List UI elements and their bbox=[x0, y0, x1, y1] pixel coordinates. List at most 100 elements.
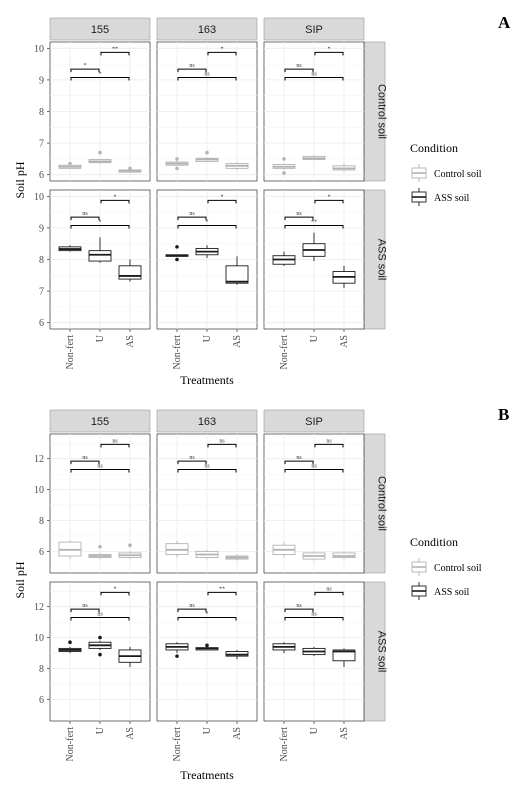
significance-bracket bbox=[100, 199, 130, 204]
facet-strip-top bbox=[49, 17, 151, 41]
y-tick-label: 8 bbox=[39, 255, 44, 266]
y-tick-label: 12 bbox=[34, 602, 44, 613]
facet-strip-top bbox=[263, 17, 365, 41]
facet-panel: ns * ns bbox=[156, 41, 258, 182]
panel-letter: A bbox=[498, 13, 511, 32]
significance-label: ns bbox=[97, 463, 103, 469]
significance-label: * bbox=[99, 71, 102, 77]
significance-bracket bbox=[284, 460, 314, 465]
significance-label: * bbox=[114, 586, 117, 592]
facet-strip-top bbox=[263, 409, 365, 433]
significance-bracket bbox=[284, 68, 314, 73]
significance-label: * bbox=[221, 194, 224, 200]
facet-panel: ns*** bbox=[156, 581, 258, 722]
box bbox=[118, 265, 142, 280]
box-outlier bbox=[68, 640, 72, 645]
facet-strip-label: ASS soil bbox=[376, 631, 388, 673]
y-tick-label: 10 bbox=[34, 633, 44, 644]
facet-strip-top bbox=[156, 409, 258, 433]
significance-label: * bbox=[206, 219, 209, 225]
facet-strip-label: ASS soil bbox=[376, 239, 388, 281]
facet-strip-label: 163 bbox=[198, 24, 216, 36]
box-outlier bbox=[98, 635, 102, 640]
x-tick-label: AS bbox=[339, 335, 350, 348]
box-outlier bbox=[282, 157, 286, 161]
significance-label: ** bbox=[311, 219, 317, 225]
box-outlier bbox=[205, 643, 209, 648]
significance-bracket bbox=[70, 216, 100, 221]
box-outlier bbox=[175, 654, 179, 658]
box-outlier bbox=[175, 157, 179, 161]
significance-label: ns bbox=[189, 455, 195, 461]
y-tick-label: 9 bbox=[39, 75, 44, 86]
significance-label: ns bbox=[97, 611, 103, 617]
significance-bracket bbox=[177, 468, 237, 473]
facet-panel: ns * * bbox=[156, 189, 258, 330]
significance-bracket bbox=[284, 616, 344, 621]
x-tick-label: AS bbox=[125, 727, 136, 740]
significance-bracket bbox=[70, 460, 100, 465]
x-tick-label: Non-fert bbox=[65, 335, 76, 370]
significance-label: ns bbox=[326, 438, 332, 444]
x-tick-label: Non-fert bbox=[172, 727, 183, 762]
significance-bracket bbox=[314, 591, 344, 596]
box-outlier bbox=[98, 544, 102, 549]
significance-bracket bbox=[177, 216, 207, 221]
significance-label: ns bbox=[112, 438, 118, 444]
y-tick-label: 8 bbox=[39, 664, 44, 675]
panel-letter: B bbox=[498, 405, 509, 424]
significance-label: ns bbox=[311, 463, 317, 469]
significance-label: ns bbox=[82, 603, 88, 609]
significance-bracket bbox=[70, 616, 130, 621]
significance-bracket bbox=[100, 51, 130, 56]
legend: Condition Control soil ASS soil bbox=[410, 141, 482, 206]
significance-bracket bbox=[207, 51, 237, 56]
significance-label: ns bbox=[189, 63, 195, 69]
significance-bracket bbox=[284, 468, 344, 473]
x-tick-label: AS bbox=[232, 727, 243, 740]
y-tick-label: 8 bbox=[39, 107, 44, 118]
facet-panel: ns ns ns bbox=[49, 433, 151, 574]
significance-bracket bbox=[314, 51, 344, 56]
significance-bracket bbox=[70, 76, 130, 81]
facet-panel: ns ns ns bbox=[263, 433, 365, 574]
facet-strip-top bbox=[156, 17, 258, 41]
x-tick-label: Non-fert bbox=[65, 727, 76, 762]
y-tick-label: 7 bbox=[39, 287, 44, 298]
box-outlier bbox=[175, 166, 179, 171]
significance-label: ns bbox=[311, 71, 317, 77]
significance-bracket bbox=[284, 216, 314, 221]
x-tick-label: U bbox=[202, 726, 213, 734]
significance-bracket bbox=[314, 443, 344, 448]
significance-label: * bbox=[221, 46, 224, 52]
y-tick-label: 9 bbox=[39, 223, 44, 234]
significance-label: ** bbox=[219, 586, 225, 592]
facet-strip-label: 155 bbox=[91, 416, 109, 428]
x-tick-label: AS bbox=[232, 335, 243, 348]
box-outlier bbox=[175, 257, 179, 262]
x-tick-label: U bbox=[309, 334, 320, 342]
y-tick-label: 8 bbox=[39, 516, 44, 527]
box bbox=[225, 265, 249, 284]
y-tick-label: 10 bbox=[34, 44, 44, 55]
box-outlier bbox=[98, 150, 102, 155]
facet-panel: **** bbox=[49, 41, 151, 182]
x-tick-label: U bbox=[309, 726, 320, 734]
y-tick-label: 12 bbox=[34, 454, 44, 465]
significance-bracket bbox=[177, 224, 237, 229]
facet-panel: ns ns ns bbox=[263, 581, 365, 722]
facet-panel: ns * * bbox=[49, 189, 151, 330]
box-outlier bbox=[282, 171, 286, 175]
facet-strip-label: Control soil bbox=[376, 84, 388, 139]
x-tick-label: U bbox=[95, 334, 106, 342]
significance-label: ns bbox=[296, 603, 302, 609]
legend-label: Control soil bbox=[434, 563, 482, 574]
significance-bracket bbox=[314, 199, 344, 204]
significance-bracket bbox=[177, 608, 207, 613]
facet-strip-label: 163 bbox=[198, 416, 216, 428]
significance-label: ns bbox=[311, 611, 317, 617]
x-tick-label: AS bbox=[339, 727, 350, 740]
significance-label: ns bbox=[296, 211, 302, 217]
